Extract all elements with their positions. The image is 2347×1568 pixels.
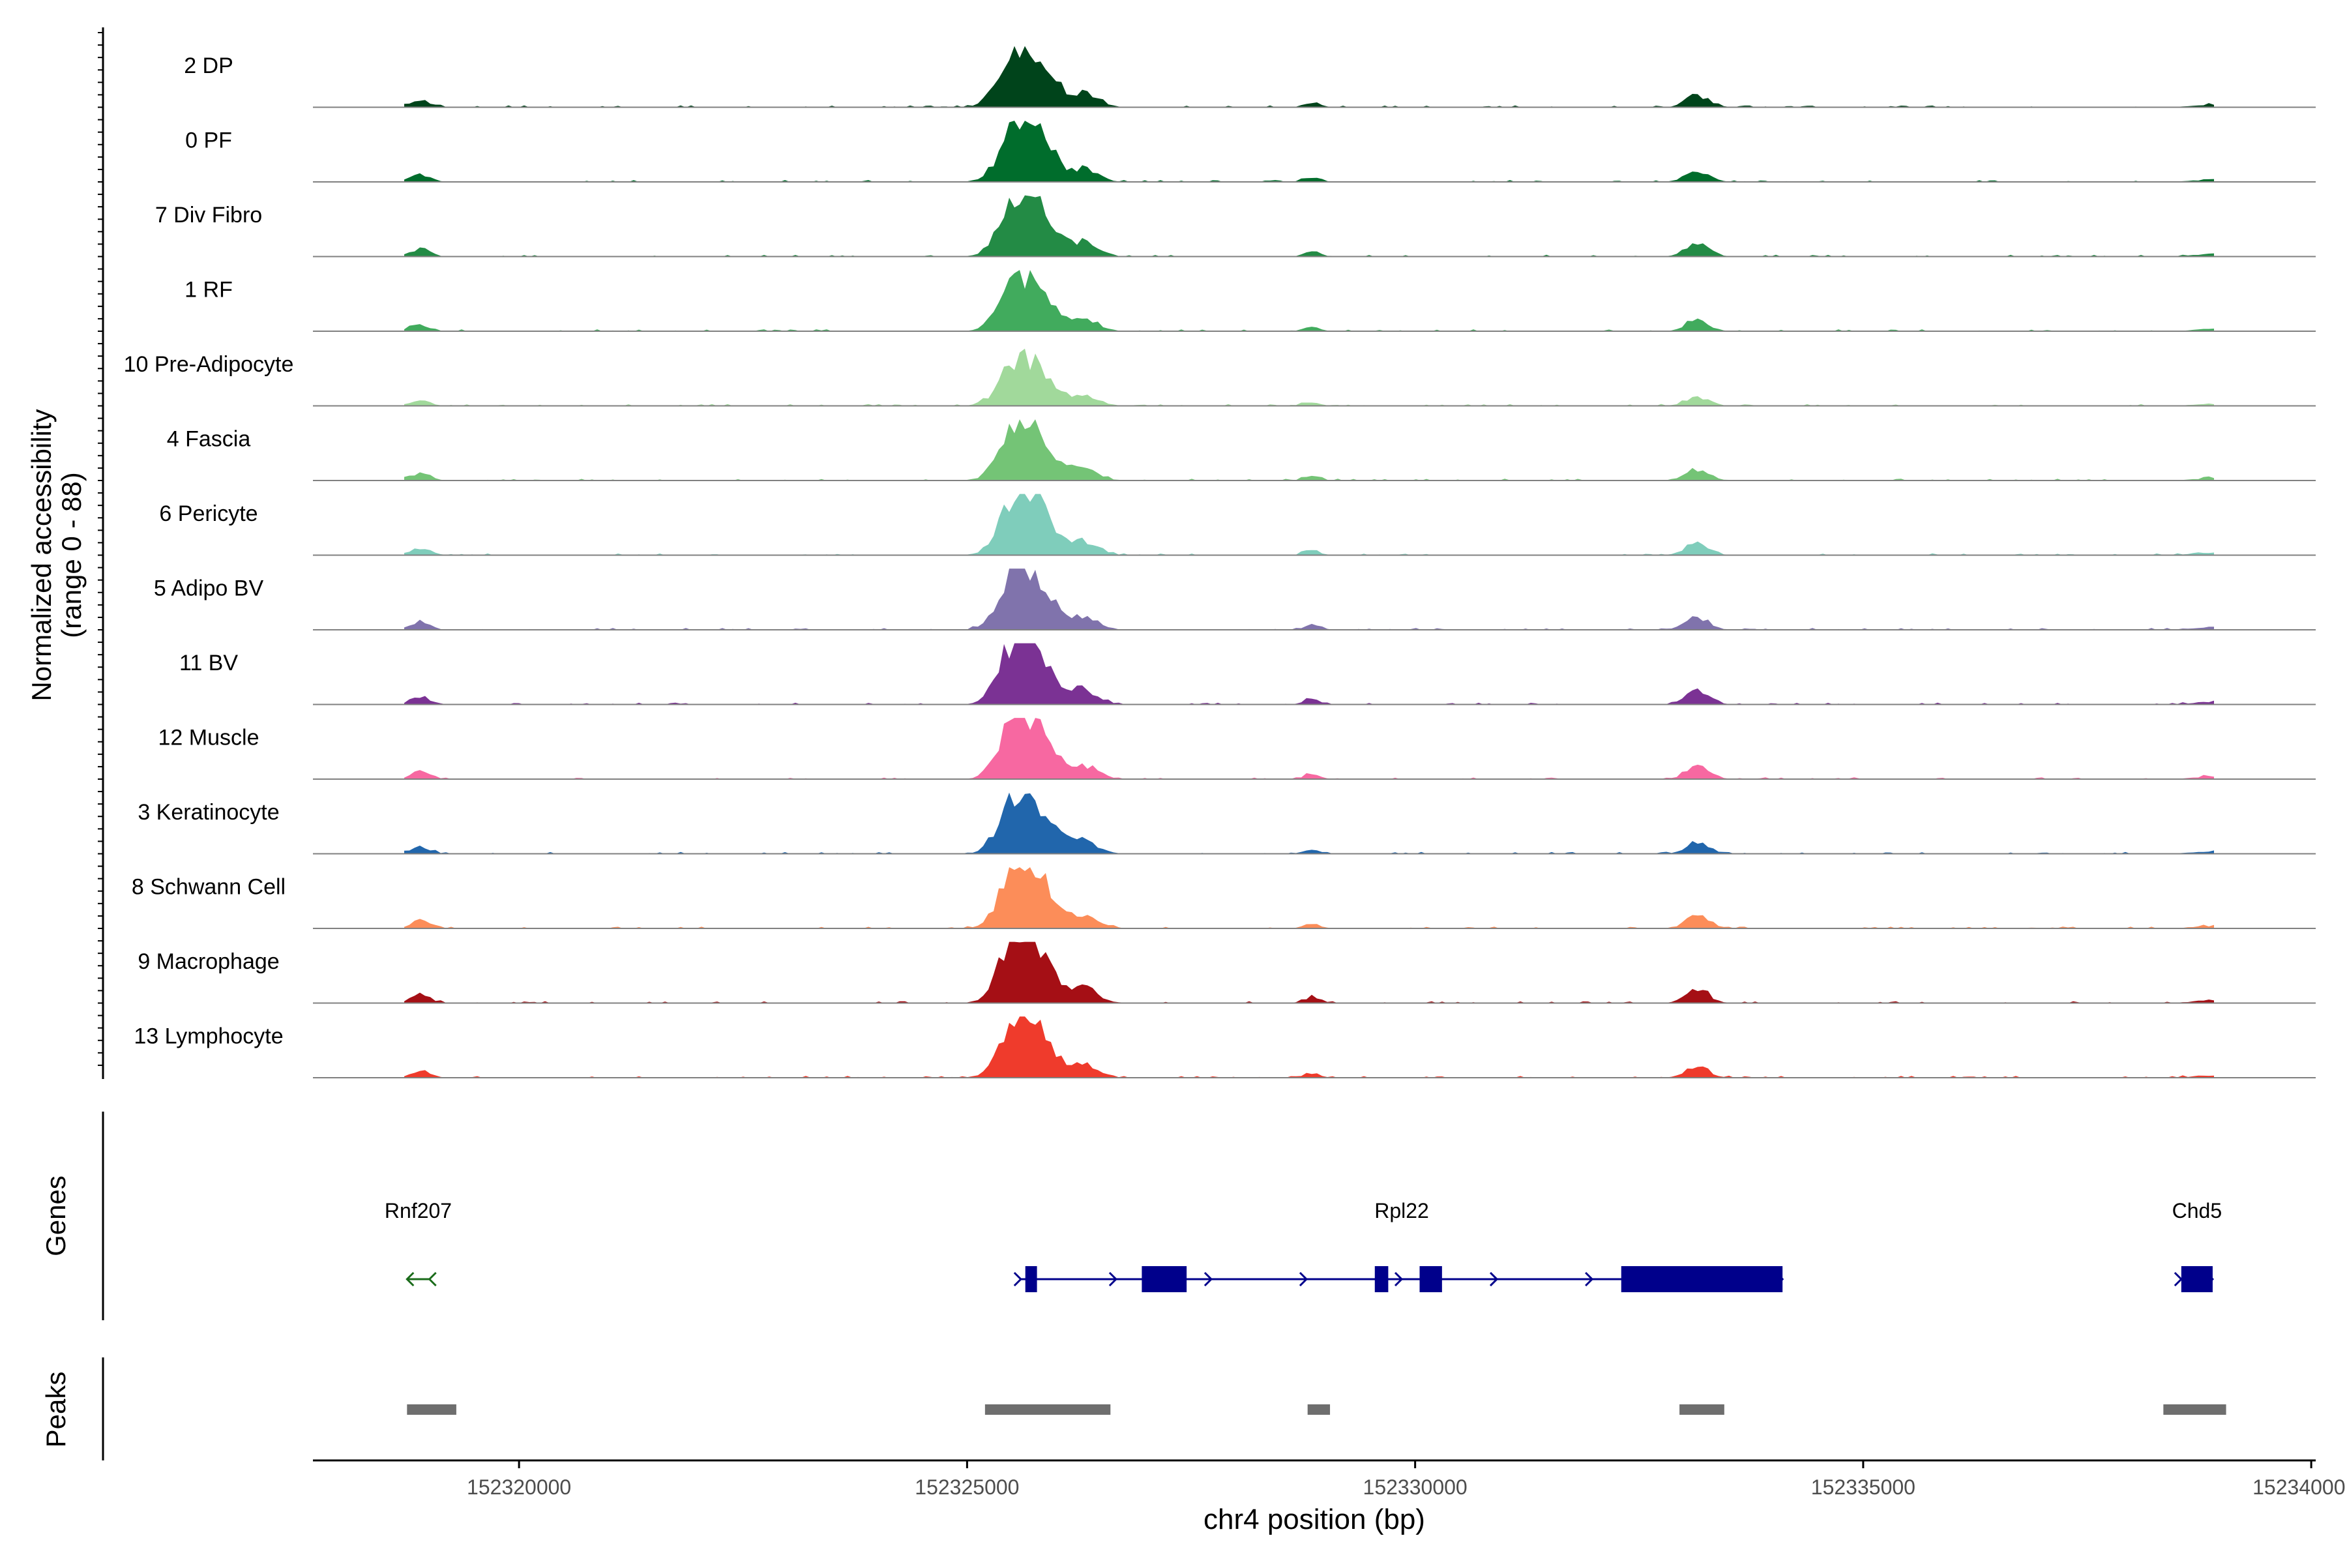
coverage-area <box>404 46 2214 108</box>
coverage-area <box>404 643 2214 705</box>
track-14: 13 Lymphocyte <box>134 1016 2316 1078</box>
x-tick-label: 152335000 <box>1811 1475 1915 1499</box>
peak-region <box>407 1404 456 1415</box>
strand-arrow <box>1585 1271 1594 1287</box>
exon <box>1374 1266 1389 1292</box>
gene-label: Chd5 <box>2172 1199 2222 1222</box>
strand-arrow <box>1203 1271 1213 1287</box>
y-axis-title-line1: Normalized accessibility <box>26 409 57 701</box>
coverage-area <box>404 867 2214 928</box>
track-10: 12 Muscle <box>158 718 2316 780</box>
gene-label: Rnf207 <box>385 1199 452 1222</box>
x-tick-label: 152330000 <box>1363 1475 1468 1499</box>
track-12: 8 Schwann Cell <box>132 867 2316 929</box>
coverage-area <box>404 792 2214 854</box>
peak-region <box>2163 1404 2226 1415</box>
track-2: 0 PF <box>185 121 2316 183</box>
coverage-area <box>404 941 2214 1003</box>
track-label: 0 PF <box>185 128 232 153</box>
track-1: 2 DP <box>184 46 2316 108</box>
track-label: 4 Fascia <box>167 427 251 452</box>
exon <box>1621 1266 1783 1292</box>
strand-arrow <box>428 1271 437 1287</box>
gene-label: Rpl22 <box>1374 1199 1429 1222</box>
strand-arrow <box>1013 1271 1022 1287</box>
strand-arrow <box>2174 1271 2183 1287</box>
coverage-area <box>404 419 2214 481</box>
track-7: 6 Pericyte <box>159 494 2316 556</box>
track-label: 13 Lymphocyte <box>134 1024 283 1049</box>
coverage-area <box>404 569 2214 630</box>
peak-region <box>1679 1404 1724 1415</box>
strand-arrow <box>1108 1271 1118 1287</box>
track-label: 9 Macrophage <box>138 949 279 974</box>
peaks-track: Peaks <box>40 1357 2226 1460</box>
y-axis-label: Normalized accessibility (range 0 - 88) <box>26 409 87 701</box>
exon <box>1419 1266 1442 1292</box>
track-label: 12 Muscle <box>158 726 259 750</box>
gene-rpl22: Rpl22 <box>1013 1199 1784 1292</box>
peak-region <box>984 1404 1111 1415</box>
coverage-area <box>404 1016 2214 1078</box>
strand-arrow <box>1489 1271 1499 1287</box>
track-11: 3 Keratinocyte <box>138 792 2316 855</box>
coverage-area <box>404 494 2214 555</box>
coverage-area <box>404 195 2214 257</box>
coverage-area <box>404 270 2214 331</box>
genes-track: Genes Rnf207 Rpl22 Chd5 <box>40 1112 2222 1320</box>
track-5: 10 Pre-Adipocyte <box>124 348 2316 407</box>
track-label: 3 Keratinocyte <box>138 800 279 825</box>
track-label: 10 Pre-Adipocyte <box>124 352 294 377</box>
x-tick-label: 15234000 <box>2252 1475 2345 1499</box>
peaks-title: Peaks <box>40 1372 71 1448</box>
coverage-area <box>404 718 2214 779</box>
y-axis-title-line2: (range 0 - 88) <box>56 472 87 638</box>
track-label: 2 DP <box>184 53 233 78</box>
x-tick-label: 152320000 <box>467 1475 571 1499</box>
track-label: 5 Adipo BV <box>154 576 264 601</box>
exon <box>1025 1266 1037 1292</box>
track-8: 5 Adipo BV <box>154 569 2316 630</box>
track-label: 11 BV <box>179 651 238 675</box>
strand-arrow <box>1299 1271 1308 1287</box>
coverage-area <box>404 121 2214 182</box>
x-axis-title: chr4 position (bp) <box>1203 1503 1425 1535</box>
track-label: 7 Div Fibro <box>155 203 262 228</box>
coverage-tracks: 2 DP 0 PF 7 Div Fibro 1 RF 10 Pre-Adipocyte 4… <box>98 27 2316 1079</box>
track-label: 8 Schwann Cell <box>132 875 286 900</box>
track-13: 9 Macrophage <box>138 941 2316 1004</box>
strand-arrow <box>406 1271 415 1287</box>
track-4: 1 RF <box>185 270 2316 332</box>
exon <box>2181 1266 2213 1292</box>
x-axis: 152320000 152325000 152330000 152335000 1523… <box>313 1459 2346 1535</box>
genes-title: Genes <box>40 1176 71 1256</box>
coverage-area <box>404 348 2214 406</box>
track-9: 11 BV <box>179 643 2316 705</box>
strand-arrow <box>1394 1271 1404 1287</box>
track-3: 7 Div Fibro <box>155 195 2316 258</box>
track-label: 6 Pericyte <box>159 501 258 526</box>
exon <box>1142 1266 1187 1292</box>
track-6: 4 Fascia <box>167 419 2316 481</box>
gene-rnf207: Rnf207 <box>385 1199 452 1287</box>
gene-chd5: Chd5 <box>2172 1199 2222 1292</box>
x-tick-label: 152325000 <box>915 1475 1019 1499</box>
peak-region <box>1307 1404 1331 1415</box>
track-label: 1 RF <box>185 278 233 303</box>
